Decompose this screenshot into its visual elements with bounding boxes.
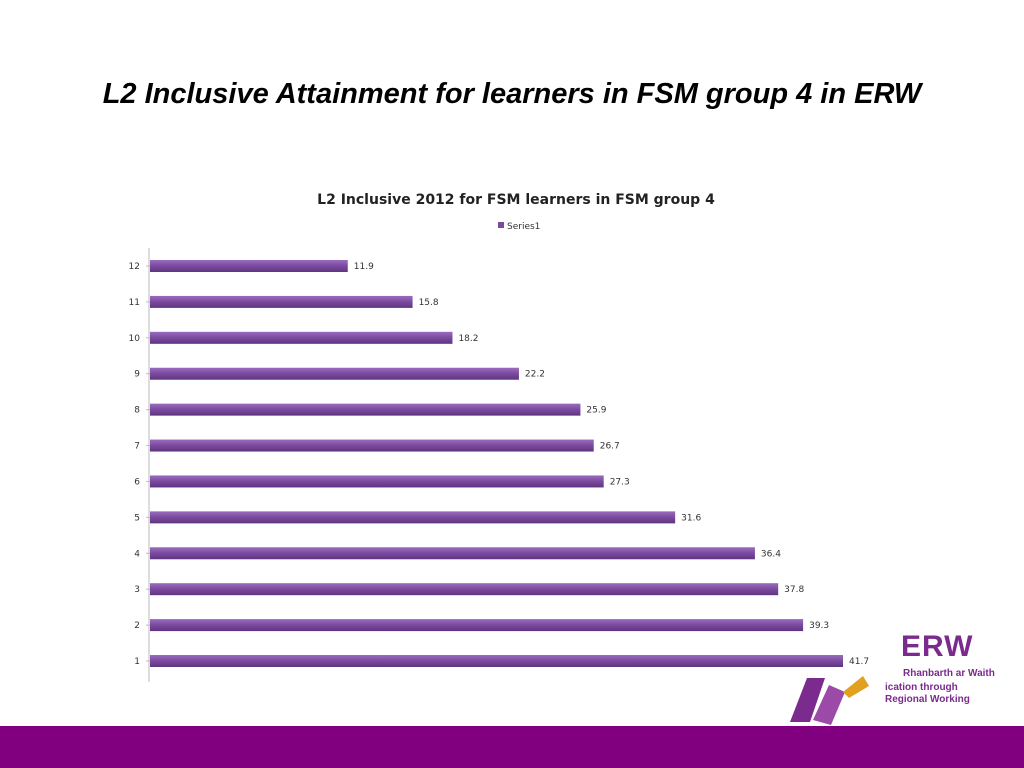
legend: Series1 xyxy=(498,222,540,232)
data-label: 37.8 xyxy=(784,585,804,595)
bar-12 xyxy=(150,260,348,272)
data-label: 27.3 xyxy=(610,477,630,487)
bar-3 xyxy=(150,583,779,596)
y-tick-label: 7 xyxy=(134,442,140,452)
legend-label: Series1 xyxy=(507,222,540,232)
y-tick-label: 2 xyxy=(134,621,140,631)
chart-canvas: L2 Inclusive 2012 for FSM learners in FS… xyxy=(129,192,869,682)
slide-title: L2 Inclusive Attainment for learners in … xyxy=(102,78,922,110)
bar-1 xyxy=(150,655,843,667)
y-tick-label: 5 xyxy=(134,513,140,523)
logo-line-1: Rhanbarth ar Waith xyxy=(903,668,995,679)
data-label: 26.7 xyxy=(600,442,620,452)
logo-line-3: Regional Working xyxy=(885,694,970,705)
data-label: 25.9 xyxy=(586,406,606,416)
bar-2 xyxy=(150,619,804,632)
footer-bar xyxy=(0,726,1024,768)
data-label: 11.9 xyxy=(354,262,374,272)
bar-4 xyxy=(150,547,755,560)
y-tick-label: 6 xyxy=(134,477,140,487)
bar-5 xyxy=(150,511,676,524)
data-label: 39.3 xyxy=(809,621,829,631)
bars-group: 1 41.7 2 39.3 3 37.8 4 36.4 5 31.6 6 27.3 7 26.7 8 25.9… xyxy=(129,260,869,667)
data-label: 31.6 xyxy=(681,513,701,523)
y-tick-label: 10 xyxy=(129,334,141,344)
bar-7 xyxy=(150,439,594,452)
y-tick-label: 1 xyxy=(134,657,140,667)
y-tick-label: 11 xyxy=(129,298,140,308)
bar-10 xyxy=(150,331,453,344)
logo-wordmark: ERW xyxy=(901,630,974,663)
data-label: 22.2 xyxy=(525,370,545,380)
bar-6 xyxy=(150,475,604,488)
y-tick-label: 4 xyxy=(134,549,140,559)
legend-swatch xyxy=(498,222,504,228)
data-label: 18.2 xyxy=(458,334,478,344)
y-tick-label: 3 xyxy=(134,585,140,595)
logo-mark-icon xyxy=(790,676,869,725)
y-tick-label: 12 xyxy=(129,262,140,272)
data-label: 36.4 xyxy=(761,549,781,559)
data-label: 41.7 xyxy=(849,657,869,667)
y-tick-label: 9 xyxy=(134,370,140,380)
bar-9 xyxy=(150,367,519,380)
chart-title: L2 Inclusive 2012 for FSM learners in FS… xyxy=(317,192,715,208)
logo-line-2: ication through xyxy=(885,682,958,693)
data-label: 15.8 xyxy=(419,298,439,308)
bar-11 xyxy=(150,295,413,308)
erw-logo: ERW Rhanbarth ar Waith ication through R… xyxy=(785,630,1005,725)
bar-8 xyxy=(150,403,581,416)
y-tick-label: 8 xyxy=(134,406,140,416)
